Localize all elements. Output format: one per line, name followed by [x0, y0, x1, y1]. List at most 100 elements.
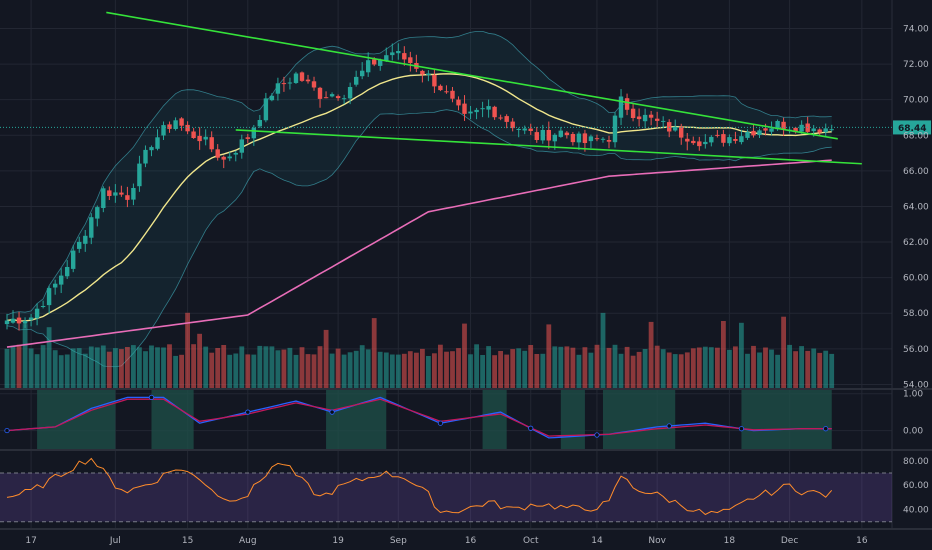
- volume-bar: [462, 323, 467, 388]
- volume-bar: [420, 348, 425, 388]
- volume-bar: [215, 348, 221, 388]
- volume-bar: [131, 345, 136, 388]
- candle-body: [83, 235, 88, 244]
- time-axis-tick: 15: [182, 536, 193, 546]
- volume-bar: [811, 348, 817, 388]
- time-axis-tick: Nov: [648, 536, 666, 546]
- candle-body: [757, 130, 762, 135]
- candle-body: [522, 128, 527, 131]
- time-axis-tick: 18: [724, 536, 736, 546]
- volume-bar: [564, 346, 570, 388]
- volume-bar: [528, 345, 534, 388]
- oscillator-cross-dot: [528, 425, 534, 431]
- oscillator-cross-dot: [594, 432, 600, 438]
- volume-bar: [299, 347, 305, 388]
- candle-body: [137, 163, 142, 187]
- candle-body: [444, 91, 449, 93]
- candle-body: [528, 128, 533, 131]
- volume-bar: [516, 348, 522, 388]
- candle-body: [305, 79, 311, 82]
- volume-bar: [137, 347, 142, 388]
- volume-bar: [4, 348, 10, 388]
- candle-body: [618, 96, 624, 118]
- volume-bar: [197, 333, 202, 388]
- volume-bar: [347, 352, 353, 388]
- candle-body: [287, 82, 293, 84]
- candle-body: [161, 125, 166, 136]
- volume-bar: [263, 346, 269, 388]
- oscillator-shaded-band: [37, 390, 116, 449]
- candle-body: [432, 74, 437, 87]
- volume-bar: [474, 344, 479, 388]
- volume-bar: [281, 349, 287, 388]
- candle-body: [191, 131, 196, 138]
- volume-bar: [227, 354, 233, 388]
- volume-bar: [389, 354, 395, 388]
- volume-bar: [341, 354, 347, 388]
- candle-body: [4, 320, 10, 325]
- candle-body: [143, 149, 148, 164]
- volume-bar: [149, 345, 154, 388]
- volume-bar: [40, 345, 46, 388]
- volume-bar: [269, 346, 275, 388]
- candle-body: [347, 87, 353, 99]
- candle-body: [299, 72, 305, 81]
- volume-bar: [257, 345, 263, 388]
- candle-body: [667, 122, 672, 132]
- volume-bar: [438, 344, 443, 388]
- volume-bar: [793, 351, 798, 388]
- candle-body: [733, 139, 738, 141]
- candle-body: [34, 308, 40, 319]
- candle-body: [474, 109, 479, 113]
- candle-body: [28, 317, 34, 320]
- volume-bar: [757, 352, 762, 388]
- volume-bar: [203, 346, 209, 388]
- volume-bar: [654, 345, 660, 388]
- candle-body: [498, 117, 503, 119]
- price-axis-tick: 56.00: [903, 345, 929, 355]
- volume-bar: [335, 348, 341, 388]
- candle-body: [655, 118, 660, 121]
- volume-bar: [594, 344, 600, 388]
- oscillator-shaded-band: [560, 390, 585, 449]
- candle-body: [257, 120, 262, 127]
- volume-bar: [275, 350, 281, 388]
- candle-body: [558, 130, 563, 137]
- candle-body: [685, 138, 690, 142]
- candle-body: [221, 156, 226, 160]
- candle-body: [661, 120, 666, 122]
- price-axis-tick: 66.00: [903, 167, 929, 177]
- candle-body: [378, 59, 383, 66]
- oscillator-cross-dot: [437, 420, 444, 426]
- candle-body: [486, 106, 491, 110]
- price-axis-tick: 54.00: [903, 380, 929, 390]
- candle-body: [209, 137, 214, 150]
- volume-bar: [504, 354, 510, 388]
- volume-bar: [251, 354, 257, 388]
- candle-body: [606, 140, 612, 142]
- volume-bar: [82, 353, 88, 388]
- candle-body: [372, 59, 377, 65]
- candle-body: [582, 133, 588, 143]
- candle-body: [335, 96, 341, 99]
- volume-bar: [209, 352, 215, 388]
- volume-bar: [64, 354, 70, 388]
- candle-body: [384, 55, 389, 61]
- volume-bar: [666, 352, 672, 388]
- volume-bar: [311, 354, 317, 388]
- candle-body: [594, 138, 600, 140]
- volume-bar: [648, 321, 654, 388]
- volume-bar: [576, 354, 582, 388]
- candle-body: [751, 130, 756, 136]
- volume-bar: [432, 353, 437, 388]
- volume-bar: [672, 354, 678, 388]
- volume-bar: [708, 347, 714, 388]
- candle-body: [53, 283, 58, 288]
- volume-bar: [721, 321, 726, 388]
- volume-bar: [16, 344, 22, 388]
- candle-body: [438, 85, 443, 91]
- candle-body: [564, 132, 570, 136]
- volume-bar: [293, 354, 299, 388]
